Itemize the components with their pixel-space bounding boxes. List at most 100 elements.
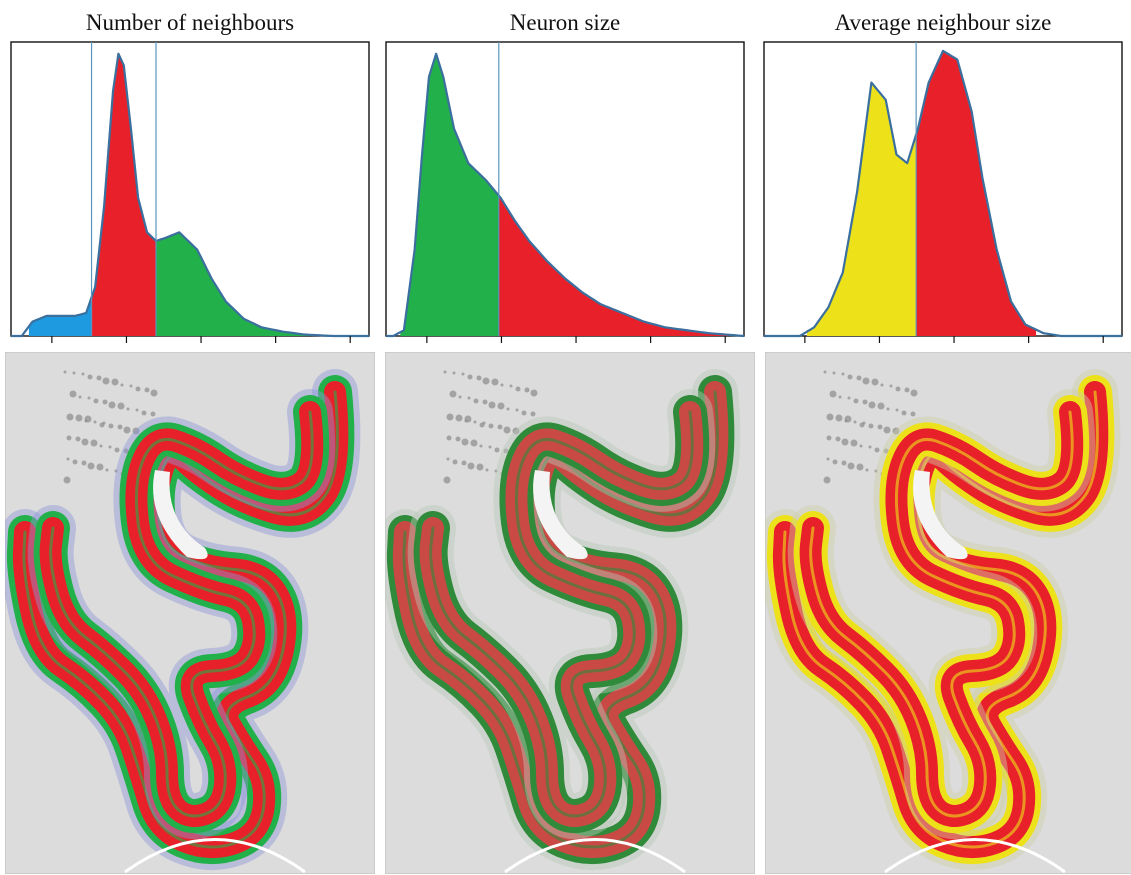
tissue-speckle	[895, 386, 901, 392]
tissue-speckle	[446, 413, 454, 421]
histogram-avg-neighbour-size	[758, 40, 1128, 350]
tissue-speckle	[841, 372, 845, 376]
tissue-speckle	[81, 438, 89, 446]
tissue-speckle	[93, 398, 99, 404]
ribbon-inner-band	[809, 410, 1074, 818]
tissue-speckle	[117, 424, 123, 430]
tissue-speckle	[455, 414, 463, 422]
tissue-speckle	[461, 438, 469, 446]
tissue-speckle	[847, 396, 851, 400]
tissue-speckle	[826, 457, 830, 461]
tissue-speckle	[862, 399, 868, 405]
ribbon-inner-band	[402, 390, 719, 849]
tissue-speckle	[72, 459, 78, 465]
tissue-speckle	[123, 448, 129, 454]
tissue-speckle	[467, 462, 475, 470]
ribbon-inner-band	[49, 410, 314, 818]
tissue-speckle	[853, 420, 857, 424]
density-segment-red	[91, 53, 156, 336]
tissue-speckle	[871, 378, 879, 386]
tissue-speckle	[449, 390, 457, 398]
tissue-speckle	[488, 445, 492, 449]
tissue-speckle	[910, 411, 916, 417]
tissue-speckle	[515, 408, 519, 412]
tissue-speckle	[84, 415, 92, 423]
tissue-speckle	[823, 370, 827, 374]
tissue-speckle	[69, 390, 77, 398]
tissue-speckle	[491, 378, 499, 386]
tissue-speckle	[443, 476, 451, 484]
tissue-speckle	[120, 383, 124, 387]
tissue-speckle	[102, 399, 108, 405]
tissue-speckle	[114, 469, 118, 473]
tissue-speckle	[847, 462, 855, 470]
tissue-speckle	[853, 398, 859, 404]
tissue-speckle	[102, 421, 106, 425]
tissue-speckle	[150, 389, 158, 397]
tissue-speckle	[78, 395, 82, 399]
white-matter-streak	[533, 470, 588, 560]
tissue-speckle	[135, 386, 141, 392]
tissue-edge-arc	[884, 838, 1066, 874]
tissue-speckle	[835, 436, 841, 442]
tissue-speckle	[874, 469, 878, 473]
tissue-speckle	[883, 448, 889, 454]
tissue-speckle	[844, 415, 852, 423]
tissue-speckle	[835, 414, 843, 422]
tissue-speckle	[856, 463, 864, 471]
tissue-speckle	[832, 371, 836, 375]
tissue-speckle	[63, 370, 67, 374]
tissue-speckle	[901, 410, 907, 416]
tissue-speckle	[93, 420, 97, 424]
panel-title-neuron-size: Neuron size	[509, 10, 621, 35]
density-segment-red	[498, 195, 737, 336]
tissue-speckle	[135, 408, 139, 412]
tissue-speckle	[96, 375, 102, 381]
tissue-speckle	[521, 410, 527, 416]
tissue-speckle	[458, 395, 462, 399]
histogram-avg-neighbour-size-plot	[763, 41, 1123, 343]
tissue-speckle	[503, 448, 509, 454]
tissue-speckle	[87, 396, 91, 400]
tissue-speckle	[123, 426, 131, 434]
tissue-speckle	[497, 424, 503, 430]
tissue-speckle	[530, 389, 538, 397]
tissue-speckle	[443, 370, 447, 374]
tissue-speckle	[452, 459, 458, 465]
tissue-speckle	[868, 423, 874, 429]
tissue-speckle	[126, 407, 130, 411]
tissue-speckle	[482, 421, 486, 425]
tissue-speckle	[111, 378, 119, 386]
density-curve	[386, 52, 745, 338]
tissue-speckle	[862, 377, 870, 385]
histogram-neuron-size	[380, 40, 750, 350]
tissue-speckle	[494, 469, 498, 473]
tissue-map-avg-neighbour-size-image	[765, 352, 1131, 874]
tissue-speckle	[108, 401, 116, 409]
tissue-speckle	[874, 447, 880, 453]
tissue-speckle	[482, 399, 488, 405]
tissue-speckle	[108, 423, 114, 429]
tissue-speckle	[880, 383, 884, 387]
tissue-speckle	[877, 424, 883, 430]
ribbon-inner-band	[782, 390, 1099, 849]
tissue-speckle	[81, 372, 85, 376]
tissue-speckle	[63, 476, 71, 484]
tissue-speckle	[841, 438, 849, 446]
tissue-speckle	[470, 439, 478, 447]
tissue-speckle	[446, 457, 450, 461]
tissue-speckle	[500, 383, 504, 387]
tissue-speckle	[114, 447, 120, 453]
tissue-speckle	[66, 457, 70, 461]
tissue-map-neuron-size	[385, 352, 755, 874]
histogram-neighbours	[5, 40, 375, 350]
tissue-speckle	[105, 468, 109, 472]
tissue-speckle	[102, 377, 110, 385]
tissue-speckle	[473, 398, 479, 404]
tissue-speckle	[66, 435, 72, 441]
histogram-neighbours-plot	[10, 41, 370, 343]
tissue-speckle	[461, 460, 467, 466]
tissue-speckle	[66, 413, 74, 421]
tissue-edge-arc	[124, 838, 306, 874]
tissue-speckle	[865, 468, 869, 472]
